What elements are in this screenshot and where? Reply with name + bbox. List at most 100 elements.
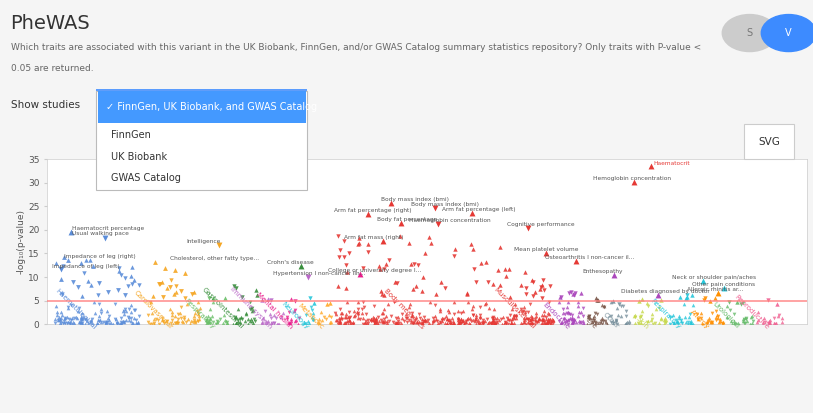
Point	[389, 279, 402, 285]
Text: Arm fat percentage (right): Arm fat percentage (right)	[334, 208, 411, 213]
Point	[658, 317, 671, 324]
Point	[156, 315, 169, 321]
Point	[487, 317, 500, 323]
Point	[623, 320, 636, 327]
Point	[199, 317, 212, 323]
Point	[77, 270, 90, 276]
Point	[473, 304, 486, 311]
Point	[418, 250, 431, 257]
Point	[576, 320, 589, 327]
Point	[460, 316, 473, 322]
Point	[53, 317, 66, 323]
Point	[763, 318, 776, 325]
Point	[307, 309, 320, 316]
Point	[417, 318, 430, 325]
Point	[99, 319, 112, 326]
Point	[586, 318, 599, 325]
Point	[669, 316, 682, 323]
Point	[635, 320, 648, 326]
Point	[376, 291, 389, 298]
Text: Respiratory: Respiratory	[183, 298, 215, 330]
Point	[231, 306, 244, 312]
Point	[151, 316, 164, 323]
Point	[595, 302, 608, 309]
Point	[633, 314, 646, 320]
Point	[389, 320, 402, 327]
Point	[174, 304, 187, 310]
Point	[124, 309, 137, 316]
Point	[447, 319, 460, 326]
Point	[102, 317, 115, 323]
Point	[627, 178, 640, 185]
Point	[441, 320, 454, 327]
Point	[276, 310, 289, 316]
Point	[355, 306, 368, 312]
Point	[127, 315, 140, 321]
Point	[93, 300, 106, 307]
Point	[686, 301, 699, 308]
Point	[306, 316, 319, 323]
Point	[229, 313, 242, 320]
Point	[464, 318, 477, 325]
Point	[233, 316, 246, 323]
Point	[567, 291, 580, 298]
Point	[440, 315, 453, 322]
Point	[448, 311, 461, 317]
Point	[770, 301, 783, 307]
Point	[599, 318, 612, 324]
Text: SVG: SVG	[759, 137, 780, 147]
Point	[398, 318, 411, 324]
Point	[424, 239, 437, 246]
Point	[375, 318, 388, 325]
Point	[570, 318, 583, 325]
Point	[762, 320, 775, 327]
Circle shape	[761, 14, 813, 52]
Point	[460, 318, 473, 325]
Point	[560, 303, 573, 310]
Point	[654, 297, 667, 303]
Point	[191, 308, 204, 314]
Point	[452, 316, 465, 323]
Point	[473, 314, 486, 321]
Point	[702, 315, 715, 321]
Point	[478, 318, 491, 325]
Point	[416, 320, 429, 327]
Point	[333, 306, 346, 313]
Point	[426, 318, 439, 324]
Point	[524, 301, 537, 307]
Point	[472, 320, 485, 327]
Point	[708, 295, 721, 302]
Point	[51, 317, 64, 323]
Point	[232, 320, 245, 327]
Point	[325, 314, 338, 321]
Point	[429, 313, 442, 320]
Point	[128, 277, 141, 284]
Point	[500, 320, 513, 327]
Point	[305, 313, 318, 320]
Point	[361, 249, 374, 255]
Point	[90, 319, 103, 326]
Point	[685, 320, 698, 327]
Text: Respiratory: Respiratory	[649, 298, 681, 330]
Point	[285, 316, 298, 323]
Point	[410, 314, 423, 320]
Text: UK Biobank: UK Biobank	[111, 152, 167, 162]
Point	[581, 320, 594, 327]
Point	[428, 302, 441, 309]
Point	[559, 311, 572, 318]
Point	[447, 253, 460, 259]
Point	[532, 316, 545, 323]
Point	[288, 308, 301, 314]
Point	[567, 315, 580, 322]
Point	[76, 315, 89, 322]
Point	[563, 310, 576, 317]
Point	[163, 284, 176, 291]
Text: Musculoskeletal: Musculoskeletal	[493, 287, 537, 330]
Point	[767, 320, 780, 326]
Point	[746, 319, 759, 326]
Point	[636, 296, 649, 303]
Point	[517, 315, 530, 321]
Point	[506, 306, 519, 313]
Point	[519, 308, 532, 315]
Point	[96, 318, 109, 325]
